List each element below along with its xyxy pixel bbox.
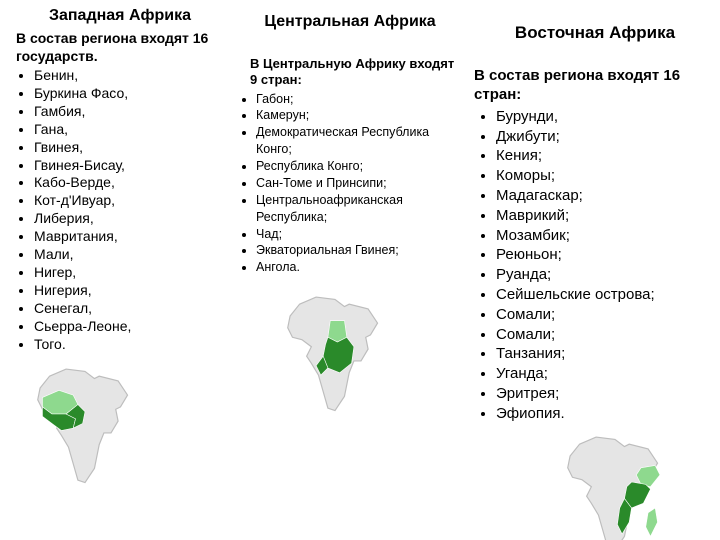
- list-item: Мадагаскар;: [496, 186, 720, 206]
- list-west: Бенин,Буркина Фасо,Гамбия,Гана,Гвинея,Гв…: [10, 67, 230, 354]
- list-item: Джибути;: [496, 127, 720, 147]
- intro-west: В состав региона входят 16 государств.: [10, 30, 230, 65]
- list-item: Сан-Томе и Принсипи;: [256, 175, 464, 192]
- title-east: Восточная Африка: [470, 22, 720, 43]
- africa-map-icon: [550, 430, 680, 540]
- list-item: Того.: [34, 336, 230, 354]
- list-item: Камерун;: [256, 107, 464, 124]
- list-item: Кения;: [496, 146, 720, 166]
- list-item: Бенин,: [34, 67, 230, 85]
- list-item: Бурунди,: [496, 107, 720, 127]
- slide-root: Западная Африка В состав региона входят …: [0, 0, 720, 540]
- map-west: [20, 362, 150, 492]
- list-item: Реюньон;: [496, 245, 720, 265]
- list-item: Руанда;: [496, 265, 720, 285]
- list-center: Габон;Камерун;Демократическая Республика…: [236, 91, 464, 277]
- column-center: Центральная Африка В Центральную Африку …: [230, 0, 464, 540]
- list-item: Либерия,: [34, 210, 230, 228]
- list-item: Сьерра-Леоне,: [34, 318, 230, 336]
- list-item: Сенегал,: [34, 300, 230, 318]
- africa-map-icon: [270, 290, 400, 420]
- list-item: Гана,: [34, 121, 230, 139]
- list-item: Центральноафриканская Республика;: [256, 192, 464, 226]
- map-east: [550, 430, 680, 540]
- list-item: Уганда;: [496, 364, 720, 384]
- list-item: Гамбия,: [34, 103, 230, 121]
- list-item: Коморы;: [496, 166, 720, 186]
- title-center: Центральная Африка: [236, 12, 464, 32]
- list-item: Нигер,: [34, 264, 230, 282]
- list-item: Республика Конго;: [256, 158, 464, 175]
- list-item: Сомали;: [496, 305, 720, 325]
- list-item: Танзания;: [496, 344, 720, 364]
- list-item: Эфиопия.: [496, 404, 720, 424]
- list-item: Гвинея,: [34, 139, 230, 157]
- list-item: Мавритания,: [34, 228, 230, 246]
- list-item: Гвинея-Бисау,: [34, 157, 230, 175]
- column-east: Восточная Африка В состав региона входят…: [464, 0, 720, 540]
- list-item: Мозамбик;: [496, 226, 720, 246]
- map-center: [270, 290, 400, 420]
- list-east: Бурунди,Джибути;Кения;Коморы;Мадагаскар;…: [470, 107, 720, 424]
- intro-center: В Центральную Африку входят 9 стран:: [236, 56, 464, 89]
- list-item: Кот-д'Ивуар,: [34, 192, 230, 210]
- list-item: Экваториальная Гвинея;: [256, 242, 464, 259]
- list-item: Сейшельские острова;: [496, 285, 720, 305]
- list-item: Чад;: [256, 226, 464, 243]
- list-item: Сомали;: [496, 325, 720, 345]
- intro-east: В состав региона входят 16 стран:: [470, 67, 720, 105]
- africa-map-icon: [20, 362, 150, 492]
- list-item: Нигерия,: [34, 282, 230, 300]
- list-item: Эритрея;: [496, 384, 720, 404]
- list-item: Кабо-Верде,: [34, 174, 230, 192]
- list-item: Буркина Фасо,: [34, 85, 230, 103]
- list-item: Маврикий;: [496, 206, 720, 226]
- list-item: Габон;: [256, 91, 464, 108]
- list-item: Мали,: [34, 246, 230, 264]
- list-item: Ангола.: [256, 259, 464, 276]
- list-item: Демократическая Республика Конго;: [256, 124, 464, 158]
- column-west: Западная Африка В состав региона входят …: [0, 0, 230, 540]
- title-west: Западная Африка: [10, 6, 230, 26]
